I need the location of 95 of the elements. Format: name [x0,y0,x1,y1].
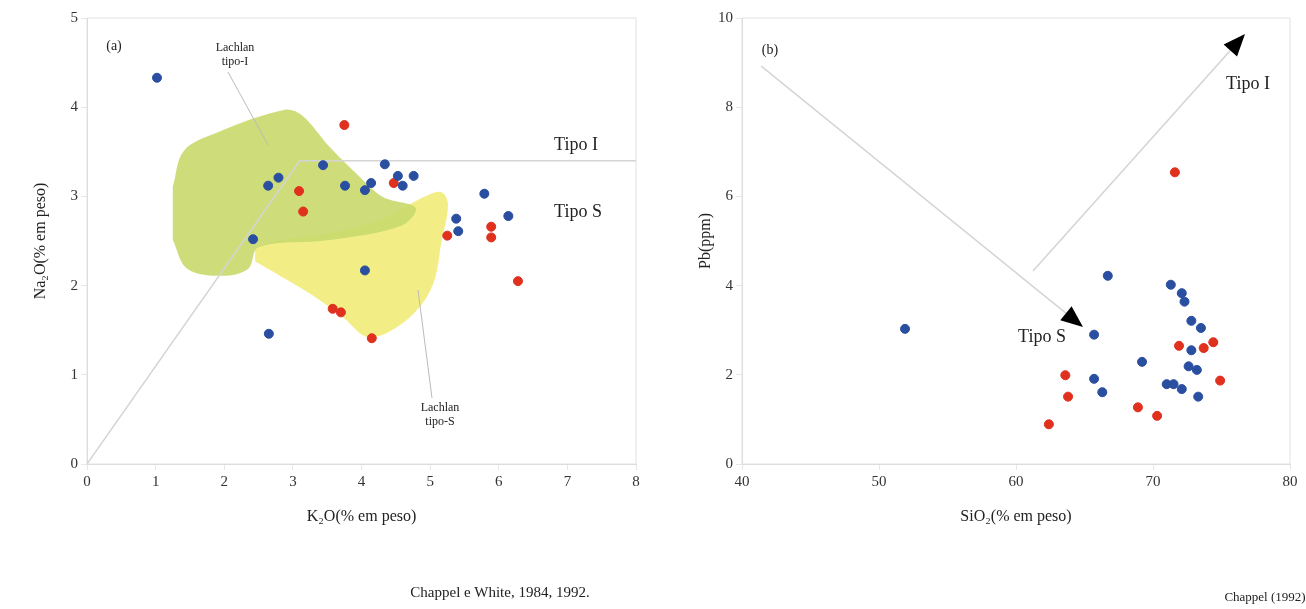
point [366,178,377,189]
x-tick-label: 5 [426,472,434,489]
x-tick-label: 8 [632,472,640,489]
point [1193,391,1204,402]
point [512,276,523,287]
point [1215,375,1226,386]
y-tick-label: 2 [725,365,733,382]
point [1169,167,1180,178]
point [453,226,464,237]
point [1102,270,1113,281]
point [263,328,274,339]
point [366,333,377,344]
x-tick-label: 50 [871,472,887,489]
point [1191,364,1202,375]
point [1089,329,1100,340]
point [379,159,390,170]
point [359,185,370,196]
point [298,206,309,217]
point [1063,391,1074,402]
text: Chappel e White, 1984, 1992. [410,584,590,602]
y-tick-label: 0 [725,454,733,471]
point [1176,288,1187,299]
point [339,120,350,131]
point [397,180,408,191]
point [1043,419,1054,430]
point [1176,384,1187,395]
point [273,172,284,183]
x-tick-label: 6 [495,472,503,489]
point [1152,410,1163,421]
point [318,160,329,171]
point [503,211,514,222]
point [1186,345,1197,356]
x-tick-label: 0 [83,472,91,489]
annotation: Tipo S [554,200,602,222]
y-tick-label: 5 [70,8,78,25]
y-tick-label: 6 [725,187,734,204]
point [359,265,370,276]
point [486,221,497,232]
y-tick-label: 2 [70,276,78,293]
x-tick-label: 80 [1282,472,1298,489]
point [1183,361,1194,372]
point [1089,373,1100,384]
x-tick-label: 1 [151,472,160,489]
x-tick-label: 3 [289,472,297,489]
point [152,72,162,83]
y-tick-label: 4 [725,276,734,293]
point [327,303,338,314]
annotation: Lachlan tipo-I [215,40,255,69]
x-tick-label: 2 [220,472,228,489]
point [248,234,259,245]
point [1060,370,1071,381]
y-tick-label: 1 [70,365,78,382]
x-tick-label: 40 [734,472,750,489]
y-axis-title: Na₂O(% em peso) [30,182,49,300]
x-tick-label: 70 [1145,472,1161,489]
annotation: (a) [106,37,122,55]
point [388,178,399,189]
point [451,213,462,224]
point [1165,279,1176,290]
point [900,323,911,334]
annotation: Tipo I [554,133,598,155]
point [392,170,403,181]
x-tick-label: 4 [357,472,366,489]
annotation: (b) [761,41,779,59]
annotation: Lachlan tipo-S [420,400,460,429]
point [1195,322,1206,333]
point [1132,402,1143,413]
point [1179,296,1190,307]
x-tick-label: 7 [563,472,572,489]
y-tick-label: 10 [718,8,733,25]
point [1174,340,1185,351]
point [442,230,453,241]
point [335,307,346,318]
annotation: Tipo S [1018,325,1066,347]
y-axis-title: Pb(ppm) [695,213,714,269]
point [408,170,419,181]
x-tick-label: 60 [1008,472,1024,489]
annotation: Tipo I [1226,72,1270,94]
x-axis-title: K₂O(% em peso) [306,506,417,525]
point [1186,315,1197,326]
point [1097,387,1108,398]
point [486,232,497,243]
y-tick-label: 3 [70,187,78,204]
point [340,180,351,191]
y-tick-label: 0 [70,454,78,471]
y-tick-label: 8 [725,98,733,115]
x-axis-title: SiO₂(% em peso) [960,506,1072,525]
point [263,180,274,191]
text: Chappel (1992) [1224,588,1306,605]
y-tick-label: 4 [70,98,79,115]
point [1198,343,1209,354]
point [294,186,305,197]
point [1208,337,1219,348]
point [479,188,490,199]
point [1137,356,1148,367]
